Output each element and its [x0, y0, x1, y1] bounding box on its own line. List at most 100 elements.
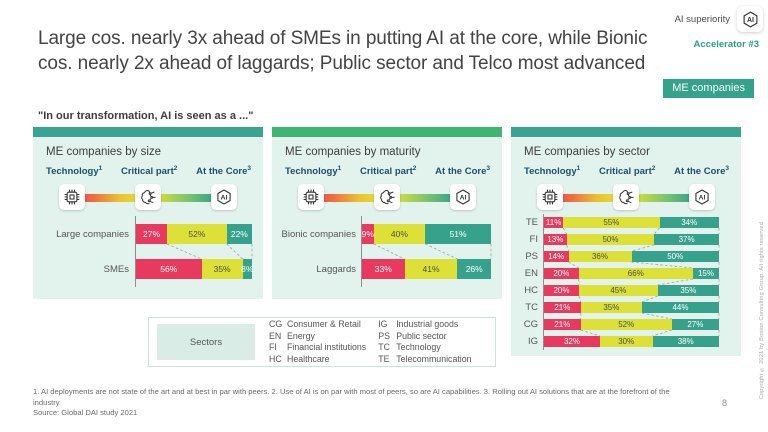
bar-segment: 36% [568, 251, 632, 263]
panel-by-sector: ME companies by sector Technology1 Criti… [511, 127, 741, 356]
panel-strip [272, 127, 502, 137]
bar-segment: 35% [657, 285, 719, 297]
legend-abbr: IG [378, 319, 388, 329]
bar-segment: 50% [631, 251, 719, 263]
bar-segment: 66% [578, 268, 693, 280]
stacked-bar: 14% 36% 50% [544, 251, 719, 263]
legend-name: Consumer & Retail [287, 319, 361, 329]
bar-segment: 35% [201, 259, 243, 280]
bar-label: TC [525, 302, 538, 314]
bar-segment: 52% [167, 224, 227, 245]
panel-title: ME companies by sector [524, 146, 650, 158]
bar-segment: 9% [362, 224, 374, 245]
stacked-bar: 20% 45% 35% [544, 285, 719, 297]
program-label: AI superiority [674, 13, 730, 25]
legend-title: Sectors [157, 324, 255, 360]
bar-row: FI 13% 50% 37% [511, 234, 719, 246]
bar-label: FI [529, 234, 538, 246]
legend-entry: FI Financial institutions [269, 342, 366, 354]
legend-entry: EN Energy [269, 331, 366, 343]
bar-segment: 56% [136, 259, 202, 280]
bar-row: EN 20% 66% 15% [511, 268, 719, 280]
bar-label: CG [523, 319, 538, 331]
bar-segment: 22% [226, 224, 252, 245]
panel-by-size: ME companies by size Technology1 Critica… [33, 127, 263, 356]
page-number: 8 [722, 398, 728, 408]
gradient-scale [537, 184, 715, 211]
bar-row: PS 14% 36% 50% [511, 251, 719, 263]
footnote-text: 1. AI deployments are not state of the a… [33, 387, 670, 407]
chart-by-sector: TE 11% 55% 34% FI 13% 50% 37% PS 14% 36% 50% EN 20% 66… [511, 211, 741, 351]
brain-circuit-icon [135, 184, 161, 211]
chip-icon [537, 184, 563, 211]
bar-row: Bionic companies 9% 40% 51% [272, 224, 491, 245]
brain-circuit-icon [613, 184, 639, 211]
bar-label: Laggards [316, 263, 356, 275]
level-technology: Technology1 [524, 165, 581, 178]
legend-name: Technology [396, 342, 441, 352]
level-at-the-core: At the Core3 [435, 165, 490, 178]
source-text: Source: Global DAI study 2021 [33, 408, 138, 418]
bar-segment: 27% [671, 319, 719, 331]
bar-segment: 52% [580, 319, 672, 331]
axis-line [543, 214, 544, 351]
bar-segment: 15% [692, 268, 719, 280]
bar-label: TE [525, 217, 538, 229]
legend-abbr: FI [269, 342, 277, 352]
bar-segment: 38% [652, 336, 719, 348]
sector-legend: Sectors CG Consumer & Retail EN Energy FI Fin… [148, 317, 496, 367]
brain-circuit-icon [374, 184, 400, 211]
legend-abbr: TE [378, 353, 390, 364]
panels-row: ME companies by size Technology1 Critica… [33, 127, 741, 356]
chip-icon [298, 184, 324, 211]
stacked-bar: 9% 40% 51% [362, 224, 491, 245]
level-technology: Technology1 [285, 165, 342, 178]
bar-segment: 40% [373, 224, 426, 245]
panel-by-maturity: ME companies by maturity Technology1 Cri… [272, 127, 502, 356]
bar-segment: 44% [642, 302, 719, 314]
legend-entries: CG Consumer & Retail EN Energy FI Financial i… [269, 319, 472, 365]
bar-segment: 35% [580, 302, 642, 314]
legend-entry: HC Healthcare [269, 354, 366, 366]
stacked-bar: 21% 35% 44% [544, 302, 719, 314]
bar-row: Laggards 33% 41% 26% [272, 259, 491, 280]
bar-segment: 11% [544, 217, 564, 229]
bar-segment: 41% [404, 259, 458, 280]
panel-title: ME companies by maturity [285, 146, 421, 158]
level-critical-part: Critical part2 [120, 165, 178, 178]
bar-row: IG 32% 30% 38% [511, 336, 719, 348]
ai-core-icon [689, 184, 715, 211]
level-technology: Technology1 [46, 165, 103, 178]
maturity-scale-labels: Technology1 Critical part2 At the Core3 [33, 158, 263, 177]
legend-abbr: PS [378, 330, 390, 341]
bar-segment: 32% [544, 336, 600, 348]
panel-strip [33, 127, 263, 137]
gradient-scale [298, 184, 476, 211]
stacked-bar: 27% 52% 22% [136, 224, 252, 245]
chart-by-maturity: Bionic companies 9% 40% 51% Laggards 33% 41% 26… [272, 211, 502, 288]
bar-segment: 30% [600, 336, 653, 348]
panel-strip [511, 127, 741, 137]
bar-row: CG 21% 52% 27% [511, 319, 719, 331]
legend-name: Energy [287, 330, 315, 341]
copyright-text: Copyright © 2021 by Boston Consulting Gr… [759, 222, 765, 400]
bar-row: TE 11% 55% 34% [511, 217, 719, 229]
bar-row: HC 20% 45% 35% [511, 285, 719, 297]
program-label-group: AI superiority [675, 6, 763, 32]
accelerator-label: Accelerator #3 [693, 39, 759, 50]
legend-abbr: CG [269, 319, 283, 329]
bar-segment: 27% [136, 224, 167, 245]
stacked-bar: 20% 66% 15% [544, 268, 719, 280]
legend-entry: IG Industrial goods [378, 319, 471, 331]
legend-abbr: HC [269, 353, 282, 364]
legend-entry: CG Consumer & Retail [269, 319, 366, 331]
bar-segment: 45% [579, 285, 658, 297]
axis-line [361, 216, 362, 288]
bar-row: SMEs 56% 35% 8% [33, 259, 253, 280]
stacked-bar: 11% 55% 34% [544, 217, 719, 229]
bar-segment: 33% [362, 259, 405, 280]
page-title: Large cos. nearly 3x ahead of SMEs in pu… [38, 27, 648, 74]
quote-text: "In our transformation, AI is seen as a … [38, 110, 254, 122]
bar-label: Bionic companies [281, 228, 356, 240]
maturity-scale-labels: Technology1 Critical part2 At the Core3 [272, 158, 502, 177]
